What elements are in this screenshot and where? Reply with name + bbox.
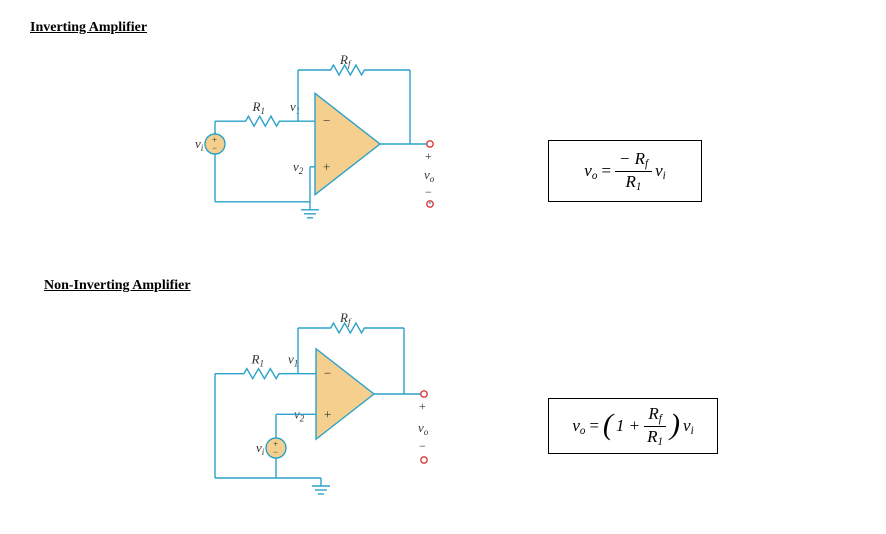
svg-text:−: − — [324, 366, 331, 381]
svg-text:−: − — [323, 113, 330, 128]
eq2-rparen: ) — [670, 413, 680, 437]
equation-noninverting: vo = ( 1 + Rf R1 ) vi — [548, 398, 718, 454]
eq2-equals: = — [588, 416, 599, 436]
svg-text:v1: v1 — [288, 352, 298, 369]
eq-noninverting-math: vo = ( 1 + Rf R1 ) vi — [572, 405, 693, 448]
eq2-vi: vi — [683, 416, 694, 437]
svg-text:vi: vi — [195, 136, 204, 153]
eq-frac: − Rf R1 — [615, 150, 652, 193]
eq2-lparen: ( — [603, 413, 613, 437]
eq2-one: 1 + — [616, 416, 640, 436]
eq2-num: Rf — [644, 405, 665, 427]
circuit-noninverting: −+RfR1v1v2+−vi+vo− — [190, 308, 450, 518]
eq2-vo: vo — [572, 416, 585, 437]
eq-equals: = — [600, 161, 611, 181]
circuit-inverting-svg: −++−viR1v1Rf+vo−v2 — [190, 50, 450, 250]
svg-text:+: + — [324, 406, 331, 421]
circuit-noninverting-svg: −+RfR1v1v2+−vi+vo− — [190, 308, 450, 518]
svg-text:−: − — [425, 185, 432, 199]
svg-text:vi: vi — [256, 440, 265, 457]
eq-num: − Rf — [615, 150, 652, 172]
circuit-inverting: −++−viR1v1Rf+vo−v2 — [190, 50, 450, 250]
eq-inverting-math: vo = − Rf R1 vi — [584, 150, 665, 193]
svg-text:R1: R1 — [251, 352, 264, 369]
svg-text:Rf: Rf — [339, 310, 352, 327]
eq-den: R1 — [622, 172, 646, 193]
svg-text:R1: R1 — [252, 99, 265, 116]
eq2-den: R1 — [643, 427, 667, 448]
eq2-frac: Rf R1 — [643, 405, 667, 448]
svg-text:−: − — [273, 447, 278, 457]
svg-text:−: − — [419, 439, 426, 453]
svg-text:+: + — [419, 399, 426, 413]
heading-noninverting: Non-Inverting Amplifier — [44, 278, 191, 294]
svg-text:v2: v2 — [293, 159, 304, 176]
svg-text:v1: v1 — [290, 99, 300, 116]
svg-text:+: + — [323, 159, 330, 174]
svg-text:−: − — [212, 143, 217, 153]
equation-inverting: vo = − Rf R1 vi — [548, 140, 702, 202]
svg-text:vo: vo — [424, 167, 435, 184]
svg-text:+: + — [425, 149, 432, 163]
eq-vi: vi — [655, 161, 666, 182]
eq-vo: vo — [584, 161, 597, 182]
heading-inverting: Inverting Amplifier — [30, 20, 147, 36]
svg-text:vo: vo — [418, 420, 429, 437]
svg-text:Rf: Rf — [339, 52, 352, 69]
